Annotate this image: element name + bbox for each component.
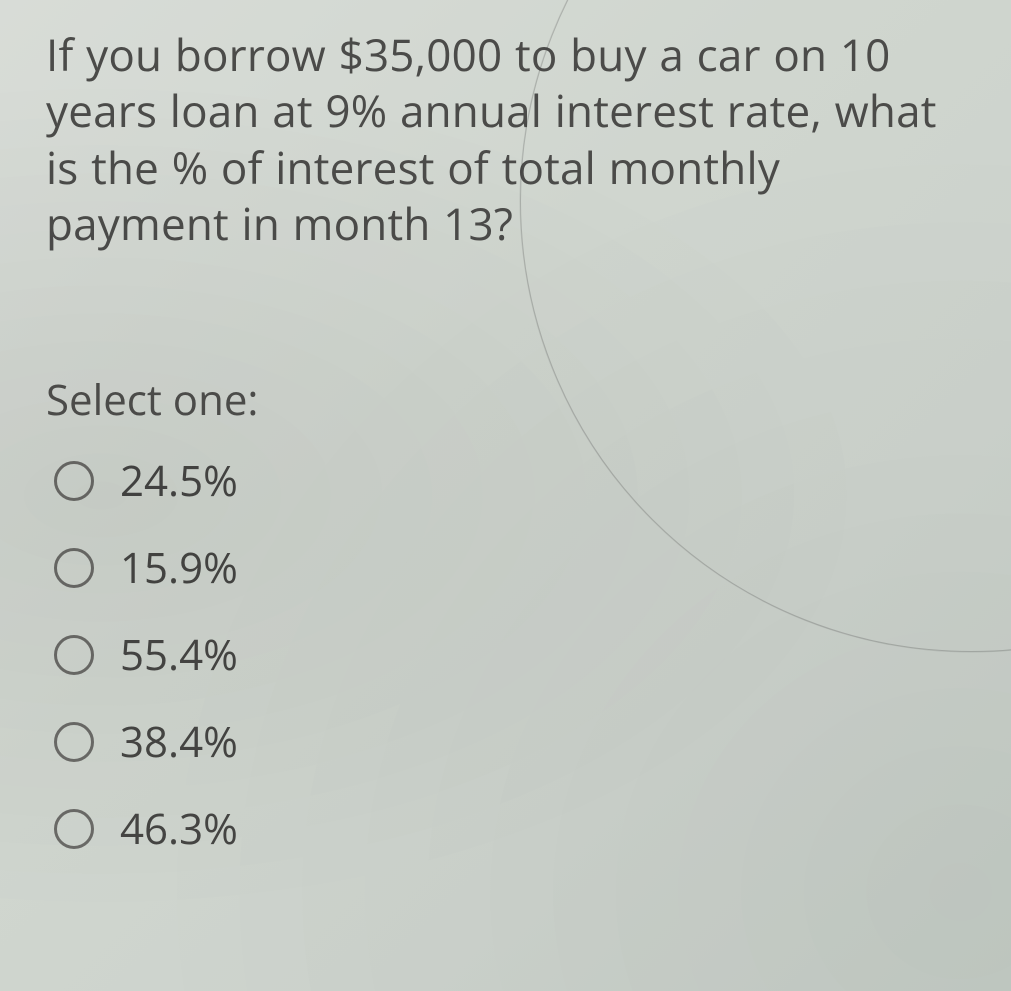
radio-icon[interactable] [54, 635, 94, 675]
option-label: 38.4% [120, 713, 238, 770]
radio-icon[interactable] [54, 461, 94, 501]
option-label: 15.9% [120, 539, 238, 596]
option-row[interactable]: 24.5% [54, 452, 965, 509]
radio-icon[interactable] [54, 548, 94, 588]
option-row[interactable]: 46.3% [54, 800, 965, 857]
option-label: 46.3% [120, 800, 238, 857]
option-label: 55.4% [120, 626, 238, 683]
radio-icon[interactable] [54, 722, 94, 762]
option-row[interactable]: 55.4% [54, 626, 965, 683]
question-text: If you borrow $35,000 to buy a car on 10… [46, 26, 965, 251]
select-one-label: Select one: [46, 371, 965, 428]
options-group: 24.5% 15.9% 55.4% 38.4% 46.3% [46, 452, 965, 857]
radio-icon[interactable] [54, 809, 94, 849]
option-label: 24.5% [120, 452, 238, 509]
option-row[interactable]: 15.9% [54, 539, 965, 596]
option-row[interactable]: 38.4% [54, 713, 965, 770]
